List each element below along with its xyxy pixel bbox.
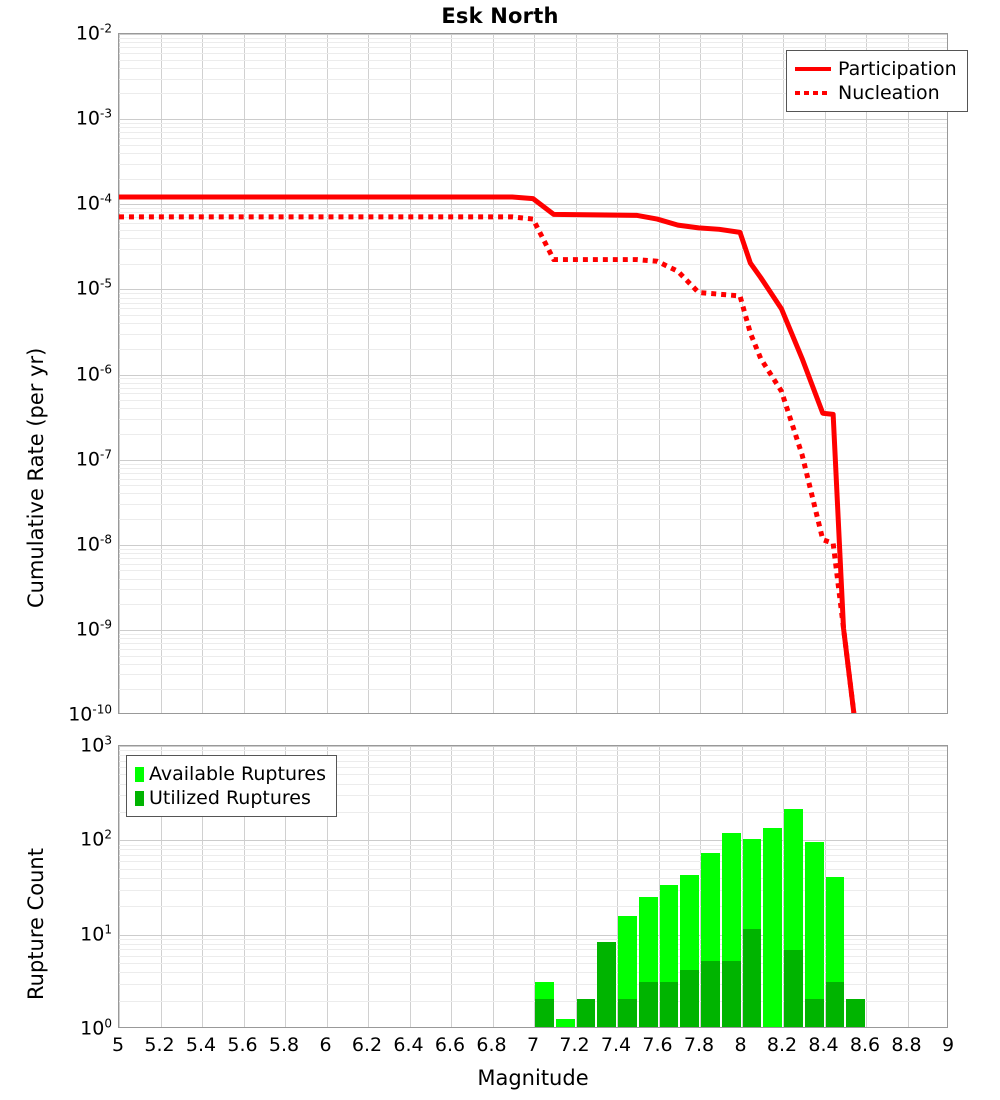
bar-segment-available	[804, 841, 824, 1027]
x-tick-label: 6.2	[351, 1034, 383, 1056]
bar-segment-utilized	[535, 998, 554, 1027]
cumulative-rate-plot	[118, 33, 948, 714]
grid-top	[119, 34, 947, 713]
y-tick-label: 100	[80, 1016, 112, 1040]
histogram-bar	[784, 746, 803, 1027]
x-tick-label: 5	[111, 1034, 125, 1056]
bar-segment-utilized	[825, 981, 845, 1027]
y-tick-label: 10-10	[68, 702, 112, 726]
histogram-bar	[804, 746, 824, 1027]
bar-segment-utilized	[804, 998, 824, 1027]
x-tick-label: 9	[941, 1034, 955, 1056]
bar-segment-utilized	[742, 928, 762, 1027]
utilized-swatch-icon	[135, 790, 144, 806]
participation-line-icon	[795, 60, 831, 78]
legend-item-available: Available Ruptures	[135, 762, 326, 786]
legend-item-participation: Participation	[795, 57, 957, 81]
bar-segment-available	[763, 827, 782, 1027]
nucleation-line-icon	[795, 84, 831, 102]
bar-segment-utilized	[701, 961, 720, 1027]
curve-participation	[119, 194, 857, 713]
histogram-bar	[659, 746, 679, 1027]
y-tick-label: 10-9	[75, 617, 112, 641]
grid-bottom	[119, 746, 947, 1027]
bar-segment-utilized	[597, 941, 616, 1027]
x-tick-label: 5.2	[144, 1034, 175, 1056]
x-tick-label: 5.4	[185, 1034, 217, 1056]
x-tick-label: 6.4	[393, 1034, 424, 1056]
legend-label-available: Available Ruptures	[149, 763, 326, 785]
histogram-bar	[825, 746, 845, 1027]
x-tick-label: 8.2	[766, 1034, 798, 1056]
bar-segment-utilized	[721, 961, 741, 1027]
histogram-bar	[742, 746, 762, 1027]
x-tick-label: 5.8	[268, 1034, 300, 1056]
legend-item-nucleation: Nucleation	[795, 81, 957, 105]
x-tick-label: 6	[319, 1034, 332, 1056]
y-tick-label: 10-6	[75, 361, 112, 386]
y-tick-label: 10-8	[75, 532, 112, 556]
histogram-bar	[721, 746, 741, 1027]
x-tick-label: 8.4	[808, 1034, 839, 1056]
curve-nucleation	[119, 214, 857, 713]
y-tick-label: 10-7	[75, 446, 112, 471]
legend-label-participation: Participation	[838, 58, 957, 80]
histogram-bar	[535, 746, 554, 1027]
histogram-bar	[576, 746, 596, 1027]
x-tick-label: 7	[526, 1034, 540, 1056]
bar-segment-utilized	[784, 950, 803, 1027]
x-tick-label: 8.8	[891, 1034, 922, 1056]
y-tick-label: 10-3	[75, 106, 112, 130]
mfd-curves	[119, 194, 857, 713]
y-tick-label: 101	[80, 921, 112, 946]
histogram-bar	[555, 746, 575, 1027]
bar-segment-utilized	[618, 998, 637, 1027]
y-axis-ticks-top: 10-2 10-3 10-4 10-5 10-6 10-7 10-8 10-9 10-10	[0, 21, 112, 725]
page-title: Esk North	[441, 4, 559, 28]
histogram-bar	[680, 746, 699, 1027]
y-tick-label: 102	[80, 827, 112, 851]
available-swatch-icon	[135, 766, 144, 782]
histogram-bar	[638, 746, 658, 1027]
bar-segment-utilized	[680, 970, 699, 1027]
histogram-bars	[119, 746, 947, 1027]
legend-ruptures: Available Ruptures Utilized Ruptures	[126, 755, 337, 817]
legend-item-utilized: Utilized Ruptures	[135, 786, 326, 810]
y-tick-label: 10-2	[75, 21, 112, 45]
histogram-bar	[701, 746, 720, 1027]
y-tick-label: 103	[80, 733, 112, 757]
histogram-bar	[846, 746, 865, 1027]
x-tick-label: 5.6	[227, 1034, 258, 1056]
x-tick-label: 7.2	[559, 1034, 590, 1056]
legend-curves: Participation Nucleation	[786, 50, 968, 112]
y-axis-label-top: Cumulative Rate (per yr)	[24, 347, 48, 608]
x-axis-label: Magnitude	[477, 1066, 589, 1090]
y-tick-label: 10-5	[75, 276, 112, 301]
bar-segment-utilized	[659, 981, 679, 1027]
bar-segment-utilized	[638, 981, 658, 1027]
legend-label-utilized: Utilized Ruptures	[149, 787, 311, 809]
x-tick-label: 7.4	[600, 1034, 632, 1056]
x-tick-label: 6.6	[434, 1034, 466, 1056]
bar-segment-utilized	[846, 998, 865, 1027]
bar-segment-utilized	[576, 998, 596, 1027]
x-tick-label: 8	[734, 1034, 747, 1056]
x-tick-label: 8.6	[849, 1034, 881, 1056]
histogram-bar	[618, 746, 637, 1027]
histogram-bar	[763, 746, 782, 1027]
legend-label-nucleation: Nucleation	[838, 82, 940, 104]
histogram-bar	[597, 746, 616, 1027]
y-tick-label: 10-4	[75, 191, 112, 215]
x-tick-label: 7.6	[642, 1034, 673, 1056]
x-tick-label: 7.8	[683, 1034, 715, 1056]
x-tick-label: 6.8	[476, 1034, 507, 1056]
y-axis-ticks-bottom: 103 102 101 100	[0, 733, 112, 1039]
y-axis-label-bottom: Rupture Count	[24, 848, 48, 1000]
bar-segment-available	[555, 1019, 575, 1027]
